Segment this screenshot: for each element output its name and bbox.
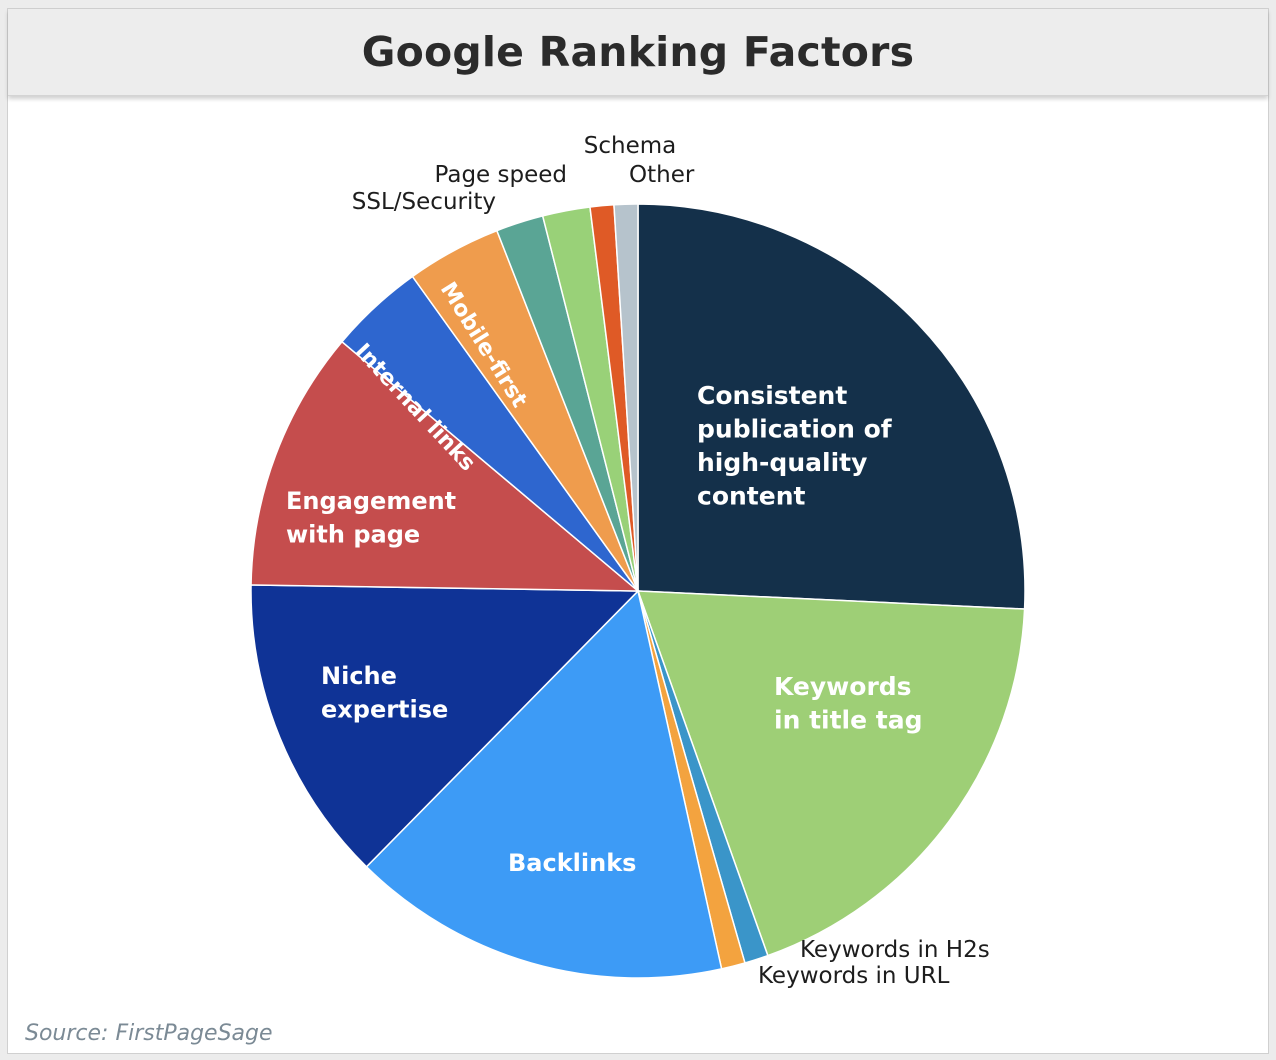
slice-label-keywords-in-h2s: Keywords in H2s: [800, 937, 990, 963]
slice-label-keywords-in-title-tag: Keywords in title tag: [774, 672, 923, 735]
pie-chart: Consistent publication of high-quality cont…: [250, 133, 1026, 989]
slice-label-niche-expertise: Niche expertise: [321, 662, 448, 724]
pie-slice-backlinks: [365, 589, 723, 979]
slice-label-page-speed: Page speed: [435, 162, 567, 188]
pie-slice-keywords-in-title-tag: [636, 590, 1026, 957]
chart-card: Google Ranking Factors Consistent publica…: [7, 8, 1269, 1054]
pie-slice-consistent-publication-of-high-quality-content: [637, 203, 1026, 610]
source-note: Source: FirstPageSage: [25, 1021, 273, 1046]
slice-label-ssl-security: SSL/Security: [352, 189, 496, 215]
chart-title: Google Ranking Factors: [361, 28, 915, 76]
pie-slice-engagement-with-page: [250, 340, 641, 592]
slice-label-consistent-publication-of-high-quality-content: Consistent publication of high-quality cont…: [697, 381, 893, 511]
pie-slice-niche-expertise: [250, 584, 640, 868]
slice-label-keywords-in-url: Keywords in URL: [758, 963, 950, 989]
slice-label-other: Other: [629, 162, 695, 188]
slice-label-engagement-with-page: Engagement with page: [286, 487, 456, 549]
slice-label-schema: Schema: [584, 133, 676, 159]
slice-label-backlinks: Backlinks: [508, 849, 636, 877]
pie-slice-other: [613, 203, 639, 592]
title-bar: Google Ranking Factors: [8, 9, 1268, 96]
